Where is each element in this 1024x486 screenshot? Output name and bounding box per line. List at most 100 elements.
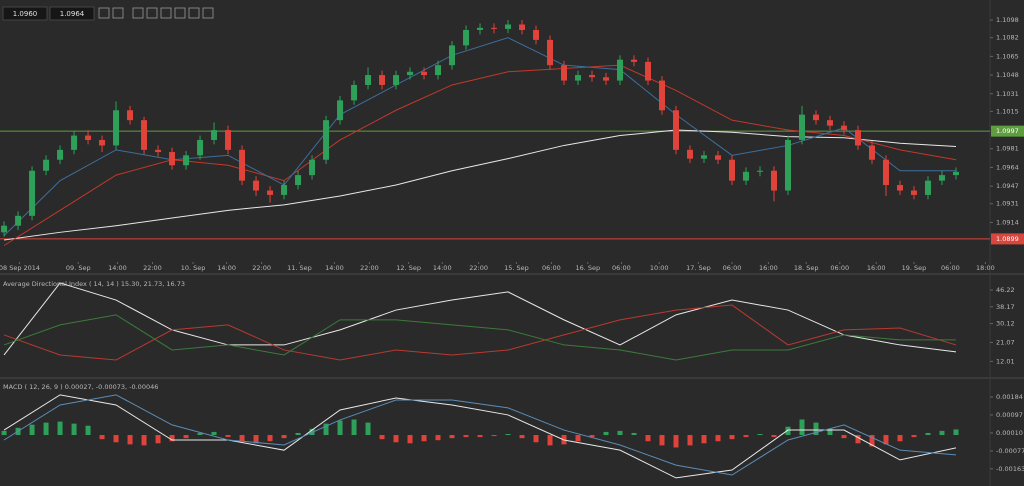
candle-body (924, 180, 931, 195)
y-tick-label: 1.1065 (996, 52, 1019, 60)
candle-body (337, 100, 344, 121)
candle-body (379, 75, 386, 85)
candle-body (896, 185, 903, 191)
y-tick-label: 1.0947 (996, 182, 1019, 190)
x-tick-label: 12. Sep (396, 264, 421, 272)
macd-histogram-bar (281, 435, 287, 439)
macd-histogram-bar (225, 435, 231, 438)
macd-histogram-bar (435, 435, 441, 441)
macd-histogram-bar (799, 419, 805, 436)
macd-histogram-bar (379, 435, 385, 440)
macd-histogram-bar (127, 435, 133, 445)
y-tick-label: 1.1048 (996, 71, 1019, 79)
candle-body (952, 171, 959, 176)
macd-histogram-bar (253, 435, 259, 444)
macd-histogram-bar (393, 435, 399, 443)
y-tick-label: -0.00163 (996, 465, 1024, 473)
x-tick-label: 16:00 (867, 264, 886, 272)
x-tick-label: 06:00 (723, 264, 742, 272)
price-level-label: 1.0997 (996, 127, 1019, 135)
candle-body (938, 175, 945, 181)
x-tick-label: 10:00 (650, 264, 669, 272)
macd-histogram-bar (631, 432, 637, 436)
candle-body (687, 149, 694, 159)
candle-body (43, 159, 50, 171)
candle-body (393, 75, 400, 85)
candle-body (113, 110, 120, 146)
bid-box[interactable] (2, 6, 48, 21)
candle-body (826, 120, 833, 126)
candle-body (812, 114, 819, 121)
zoom-out-icon[interactable] (112, 7, 124, 19)
macd-histogram-bar (449, 435, 455, 439)
draw-icon[interactable] (174, 7, 186, 19)
candle-body (505, 24, 512, 29)
y-tick-label: 12.01 (996, 357, 1015, 365)
candle-body (421, 71, 428, 76)
image-icon[interactable] (188, 7, 200, 19)
macd-histogram-bar (603, 431, 609, 436)
x-tick-label: 16. Sep (575, 264, 600, 272)
y-tick-label: 1.1031 (996, 90, 1019, 98)
macd-line (3, 394, 957, 476)
macd-histogram-bar (589, 435, 595, 438)
macd-histogram-bar (239, 435, 245, 442)
price-level-tag (991, 125, 1024, 137)
macd-histogram-bar (687, 435, 693, 446)
moving-average (3, 37, 956, 236)
period-icon[interactable] (132, 7, 144, 19)
y-tick-label: 0.00010 (996, 429, 1023, 437)
candle-body (756, 170, 763, 172)
x-tick-label: 06:00 (830, 264, 849, 272)
zoom-in-icon[interactable] (98, 7, 110, 19)
candle-body (910, 190, 917, 195)
candle-body (253, 180, 260, 191)
macd-histogram-bar (211, 431, 217, 436)
macd-histogram-bar (575, 435, 581, 442)
candle-body (673, 110, 680, 150)
x-tick-label: 11. Sep (287, 264, 312, 272)
macd-histogram-bar (57, 421, 63, 436)
candle-body (589, 75, 596, 78)
x-tick-label: 22:00 (360, 264, 379, 272)
y-tick-label: 38.17 (996, 303, 1015, 311)
macd-histogram-bar (183, 435, 189, 439)
candle-body (169, 152, 176, 166)
candle-body (141, 120, 148, 150)
y-tick-label: 1.1015 (996, 107, 1019, 115)
candle-body (784, 139, 791, 191)
candle-body (309, 159, 316, 176)
x-tick-label: 19. Sep (902, 264, 927, 272)
macd-histogram-bar (99, 435, 105, 440)
candle-body (295, 175, 302, 186)
candle-body (561, 65, 568, 81)
macd-histogram-bar (757, 434, 763, 436)
candle-body (491, 27, 498, 29)
indicator-line (3, 314, 956, 361)
y-tick-label: 1.0981 (996, 145, 1019, 153)
candle-body (155, 149, 162, 153)
macd-histogram-bar (141, 435, 147, 446)
candle-body (85, 135, 92, 140)
macd-histogram-bar (85, 425, 91, 436)
x-tick-label: 14:00 (433, 264, 452, 272)
x-tick-label: 18. Sep (794, 264, 819, 272)
y-tick-label: 1.0931 (996, 200, 1019, 208)
indicator-icon[interactable] (160, 7, 172, 19)
y-tick-label: 0.00184 (996, 393, 1023, 401)
candle-body (617, 59, 624, 81)
chart-type-icon[interactable] (146, 7, 158, 19)
moving-average (3, 64, 957, 246)
settings-icon[interactable] (202, 7, 214, 19)
candle-body (477, 27, 484, 30)
indicator-line (3, 304, 957, 361)
macd-histogram-bar (743, 435, 749, 438)
candle-body (742, 171, 749, 181)
ask-box[interactable] (49, 6, 95, 21)
candle-body (645, 61, 652, 81)
macd-histogram-bar (113, 435, 119, 443)
macd-histogram-bar (729, 435, 735, 440)
macd-histogram-bar (701, 435, 707, 444)
candle-body (351, 84, 358, 101)
macd-histogram-bar (659, 435, 665, 446)
